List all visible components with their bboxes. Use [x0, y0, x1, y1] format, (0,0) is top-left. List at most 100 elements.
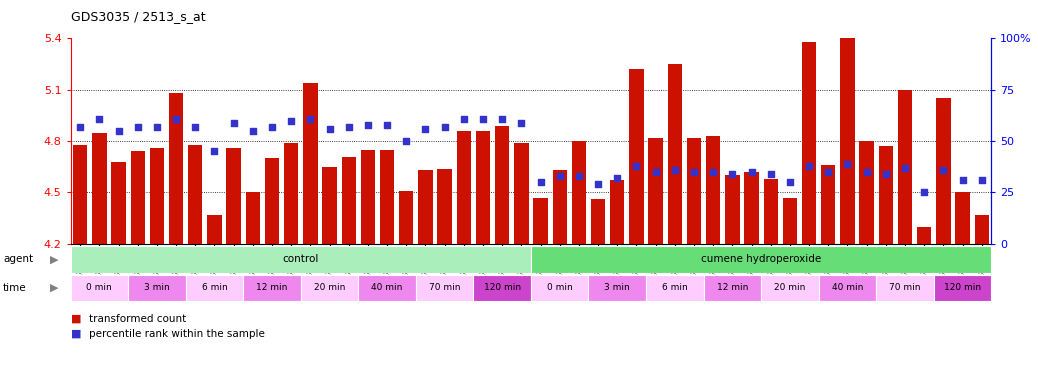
Point	[398, 138, 414, 144]
Bar	[629, 69, 644, 244]
Bar	[71, 246, 531, 273]
Bar	[898, 90, 912, 244]
Bar	[591, 199, 605, 244]
Text: 3 min: 3 min	[144, 283, 170, 293]
Point	[839, 161, 855, 167]
Text: time: time	[3, 283, 27, 293]
Point	[762, 171, 778, 177]
Point	[513, 119, 529, 126]
Bar	[667, 64, 682, 244]
Bar	[744, 172, 759, 244]
Bar	[416, 275, 473, 301]
Bar	[92, 132, 107, 244]
Text: percentile rank within the sample: percentile rank within the sample	[89, 329, 265, 339]
Bar	[380, 150, 394, 244]
Bar	[589, 275, 646, 301]
Bar	[936, 98, 951, 244]
Point	[110, 128, 127, 134]
Bar	[531, 275, 589, 301]
Bar	[610, 180, 625, 244]
Text: 12 min: 12 min	[716, 283, 748, 293]
Bar	[876, 275, 934, 301]
Bar	[917, 227, 931, 244]
Point	[436, 124, 453, 130]
Bar	[859, 141, 874, 244]
Point	[743, 169, 760, 175]
Text: control: control	[282, 254, 319, 264]
Bar	[473, 275, 531, 301]
Point	[954, 177, 971, 183]
Bar	[687, 138, 702, 244]
Text: ■: ■	[71, 329, 81, 339]
Bar	[186, 275, 243, 301]
Text: 70 min: 70 min	[890, 283, 921, 293]
Point	[705, 169, 721, 175]
Point	[168, 116, 185, 122]
Text: 20 min: 20 min	[774, 283, 805, 293]
Point	[648, 169, 664, 175]
Point	[782, 179, 798, 185]
Bar	[226, 148, 241, 244]
Bar	[360, 150, 375, 244]
Point	[130, 124, 146, 130]
Point	[340, 124, 357, 130]
Bar	[934, 275, 991, 301]
Text: cumene hydroperoxide: cumene hydroperoxide	[701, 254, 821, 264]
Bar	[303, 83, 318, 244]
Point	[858, 169, 875, 175]
Bar	[649, 138, 663, 244]
Bar	[284, 143, 298, 244]
Bar	[704, 275, 761, 301]
Bar	[342, 157, 356, 244]
Bar	[534, 198, 548, 244]
Point	[974, 177, 990, 183]
Text: 120 min: 120 min	[944, 283, 981, 293]
Bar	[572, 141, 586, 244]
Text: transformed count: transformed count	[89, 314, 187, 324]
Bar	[552, 170, 567, 244]
Bar	[975, 215, 989, 244]
Point	[359, 122, 376, 128]
Point	[877, 171, 894, 177]
Text: 6 min: 6 min	[201, 283, 227, 293]
Text: ▶: ▶	[50, 283, 58, 293]
Point	[321, 126, 337, 132]
Point	[187, 124, 203, 130]
Text: ■: ■	[71, 314, 81, 324]
Bar	[128, 275, 186, 301]
Bar	[131, 151, 145, 244]
Point	[532, 179, 549, 185]
Point	[628, 163, 645, 169]
Text: agent: agent	[3, 254, 33, 264]
Point	[245, 128, 262, 134]
Point	[590, 181, 606, 187]
Bar	[301, 275, 358, 301]
Bar	[169, 93, 184, 244]
Text: 0 min: 0 min	[547, 283, 573, 293]
Point	[225, 119, 242, 126]
Bar	[243, 275, 301, 301]
Text: GDS3035 / 2513_s_at: GDS3035 / 2513_s_at	[71, 10, 206, 23]
Bar	[819, 275, 876, 301]
Bar	[706, 136, 720, 244]
Bar	[761, 275, 819, 301]
Bar	[840, 38, 854, 244]
Text: 12 min: 12 min	[256, 283, 288, 293]
Bar	[73, 144, 87, 244]
Bar	[149, 148, 164, 244]
Bar	[495, 126, 510, 244]
Point	[417, 126, 434, 132]
Point	[72, 124, 88, 130]
Point	[725, 171, 741, 177]
Bar	[726, 175, 739, 244]
Text: 40 min: 40 min	[372, 283, 403, 293]
Bar	[399, 191, 413, 244]
Text: 6 min: 6 min	[662, 283, 687, 293]
Bar	[208, 215, 222, 244]
Bar	[878, 146, 893, 244]
Bar	[265, 158, 279, 244]
Point	[91, 116, 108, 122]
Text: 120 min: 120 min	[484, 283, 521, 293]
Bar	[358, 275, 416, 301]
Text: 70 min: 70 min	[429, 283, 461, 293]
